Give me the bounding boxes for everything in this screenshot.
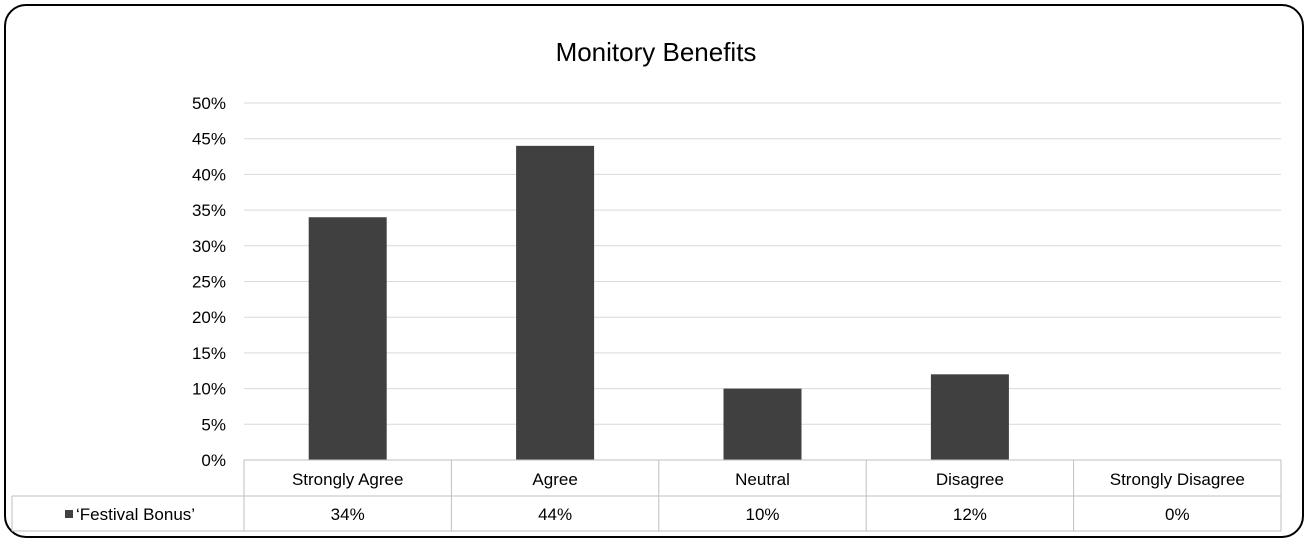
category-label: Agree — [532, 470, 577, 489]
y-tick-label: 25% — [192, 273, 226, 292]
category-label: Strongly Disagree — [1110, 470, 1245, 489]
y-tick-label: 20% — [192, 308, 226, 327]
bar — [308, 217, 387, 460]
bar — [723, 388, 802, 460]
value-label: 44% — [538, 505, 572, 524]
category-label: Neutral — [735, 470, 790, 489]
y-tick-label: 15% — [192, 344, 226, 363]
y-axis: 0% 5% 10% 15% 20% 25% 30% 35% 40% 45% 50% — [192, 94, 226, 470]
chart-title: Monitory Benefits — [556, 37, 757, 67]
bar — [930, 374, 1009, 460]
y-tick-label: 45% — [192, 130, 226, 149]
y-tick-label: 40% — [192, 165, 226, 184]
y-tick-label: 10% — [192, 380, 226, 399]
y-tick-label: 50% — [192, 94, 226, 113]
value-label: 0% — [1165, 505, 1190, 524]
value-label: 10% — [745, 505, 779, 524]
y-tick-label: 5% — [201, 415, 226, 434]
value-label: 34% — [331, 505, 365, 524]
category-label: Disagree — [936, 470, 1004, 489]
bars — [308, 145, 1009, 460]
data-table: Strongly Agree Agree Neutral Disagree Strong… — [11, 459, 1282, 532]
value-label: 12% — [953, 505, 987, 524]
category-label: Strongly Agree — [292, 470, 404, 489]
chart-frame — [4, 4, 1304, 538]
gridlines — [244, 102, 1281, 425]
series-name: ‘Festival Bonus’ — [76, 505, 195, 524]
legend-key — [65, 510, 73, 518]
y-tick-label: 0% — [201, 451, 226, 470]
bar — [516, 145, 595, 460]
y-tick-label: 30% — [192, 237, 226, 256]
y-tick-label: 35% — [192, 201, 226, 220]
